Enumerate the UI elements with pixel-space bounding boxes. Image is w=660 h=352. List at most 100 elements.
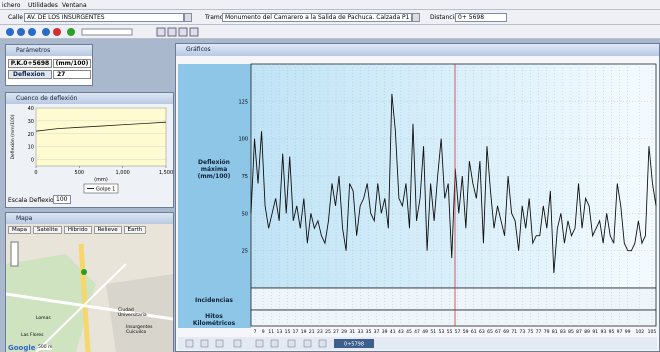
x-tick-label: 0 xyxy=(34,170,37,176)
parameters-panel: Parámetros P.K.0+5698 (mm/100) Deflexion… xyxy=(5,44,93,86)
map-type-button[interactable]: Earth xyxy=(124,226,147,234)
map-type-button[interactable]: Relieve xyxy=(94,226,122,234)
x-tick-label: 105 xyxy=(648,329,657,335)
label: Calle xyxy=(8,14,23,21)
position-value: 0+5798 xyxy=(344,342,364,348)
x-tick-label: 500 xyxy=(75,170,85,176)
nav-button[interactable] xyxy=(42,28,50,36)
tool-button[interactable] xyxy=(190,28,198,36)
deflection-value: 27 xyxy=(53,70,91,79)
x-tick-label: 1,000 xyxy=(116,170,130,176)
x-tick-label: 51 xyxy=(430,329,436,335)
x-tick-label: 33 xyxy=(357,329,363,335)
panel-title: Mapa xyxy=(6,213,173,224)
tool-button[interactable] xyxy=(319,340,326,347)
x-tick-label: 93 xyxy=(600,329,606,335)
label: Escala Deflexion xyxy=(8,197,58,204)
y-tick-label: 30 xyxy=(28,119,34,125)
tool-button[interactable] xyxy=(304,340,311,347)
unit-label: (mm/100) xyxy=(53,59,91,68)
app-window: ichero Utilidades Ventana Calle AV. DE L… xyxy=(0,0,660,352)
map-place: Lomas xyxy=(36,316,51,321)
bottom-toolbar xyxy=(178,337,657,350)
x-tick-label: 49 xyxy=(422,329,428,335)
map-type-button[interactable]: Mapa xyxy=(8,226,31,234)
x-tick-label: 47 xyxy=(414,329,420,335)
x-tick-label: 35 xyxy=(366,329,372,335)
x-tick-label: 75 xyxy=(528,329,534,335)
tool-button[interactable] xyxy=(168,28,176,36)
menu-item[interactable]: Utilidades xyxy=(28,2,58,9)
tool-button[interactable] xyxy=(288,340,295,347)
distance-input[interactable]: 0+ 5698 xyxy=(455,13,507,22)
tool-button[interactable] xyxy=(256,340,263,347)
stop-button[interactable] xyxy=(53,28,61,36)
panel-title: Cuenco de deflexión xyxy=(6,93,173,104)
menu-bar: ichero Utilidades Ventana xyxy=(0,0,660,10)
panel-title: Parámetros xyxy=(6,45,92,56)
pk-label: P.K.0+5698 xyxy=(8,59,52,68)
x-tick-label: 43 xyxy=(398,329,404,335)
tool-button[interactable] xyxy=(201,340,208,347)
x-tick-label: 87 xyxy=(576,329,582,335)
y-tick-label: 50 xyxy=(242,211,248,217)
x-tick-label: 37 xyxy=(374,329,380,335)
deflection-label: Deflexion xyxy=(8,70,52,79)
dropdown-button[interactable] xyxy=(412,13,420,22)
y-tick-label: 25 xyxy=(242,249,248,255)
map-place: Ciudad Universitaria xyxy=(118,308,148,318)
x-tick-label: 65 xyxy=(487,329,493,335)
x-tick-label: 61 xyxy=(471,329,477,335)
y-axis-label: Deflexión xyxy=(198,159,230,166)
tool-button[interactable] xyxy=(186,340,193,347)
legend-label: Golpe 1 xyxy=(96,187,115,193)
tool-button[interactable] xyxy=(216,340,223,347)
x-tick-label: 79 xyxy=(544,329,550,335)
map-type-button[interactable]: Híbrido xyxy=(64,226,92,234)
x-tick-label: 45 xyxy=(406,329,412,335)
toolbar: Calle AV. DE LOS INSURGENTES Tramo Monum… xyxy=(0,10,660,25)
menu-item[interactable]: ichero xyxy=(2,2,20,9)
map-type-buttons: Mapa Satélite Híbrido Relieve Earth xyxy=(8,226,146,234)
nav-button[interactable] xyxy=(6,28,14,36)
go-button[interactable] xyxy=(67,28,75,36)
menu-item[interactable]: Ventana xyxy=(62,2,87,9)
x-tick-label: 13 xyxy=(276,329,282,335)
x-tick-label: 17 xyxy=(293,329,299,335)
zoom-control[interactable] xyxy=(11,242,18,266)
slider[interactable] xyxy=(82,29,132,35)
dropdown-button[interactable] xyxy=(184,13,192,22)
map-logo: Google xyxy=(8,344,36,352)
y-tick-label: 10 xyxy=(28,145,34,151)
tool-button[interactable] xyxy=(234,340,241,347)
x-tick-label: 19 xyxy=(301,329,307,335)
map-scale: 500 m xyxy=(38,345,52,350)
x-tick-label: 81 xyxy=(552,329,558,335)
nav-button[interactable] xyxy=(28,28,36,36)
charts-window: Gráficos 2550751001257911131517192123252… xyxy=(175,43,660,352)
y-tick-label: 100 xyxy=(238,137,248,143)
strip-label: Kilométricos xyxy=(193,320,236,327)
strip-label: Incidencias xyxy=(195,297,233,304)
basin-panel: Cuenco de deflexión 01020304005001,0001,… xyxy=(5,92,174,208)
scale-input[interactable]: 100 xyxy=(53,195,71,204)
street-select[interactable]: AV. DE LOS INSURGENTES xyxy=(24,13,184,22)
x-tick-label: 41 xyxy=(390,329,396,335)
map-place: Las Flores xyxy=(21,333,44,338)
x-tick-label: 97 xyxy=(617,329,623,335)
plot-area xyxy=(36,108,166,166)
map-type-button[interactable]: Satélite xyxy=(33,226,62,234)
tool-button[interactable] xyxy=(271,340,278,347)
x-tick-label: 59 xyxy=(463,329,469,335)
section-select[interactable]: Monumento del Camarero a la Salida de Pa… xyxy=(222,13,412,22)
y-axis-label: (mm/100) xyxy=(198,173,231,180)
tool-button[interactable] xyxy=(179,28,187,36)
label: Tramo xyxy=(205,14,223,21)
nav-button[interactable] xyxy=(17,28,25,36)
tool-button[interactable] xyxy=(157,28,165,36)
map-place: Insurgentes Cuicuilco xyxy=(126,325,166,335)
x-tick-label: 7 xyxy=(254,329,257,335)
deflection-chart: 2550751001257911131517192123252729313335… xyxy=(176,44,659,351)
strip-label: Hitos xyxy=(205,313,223,320)
